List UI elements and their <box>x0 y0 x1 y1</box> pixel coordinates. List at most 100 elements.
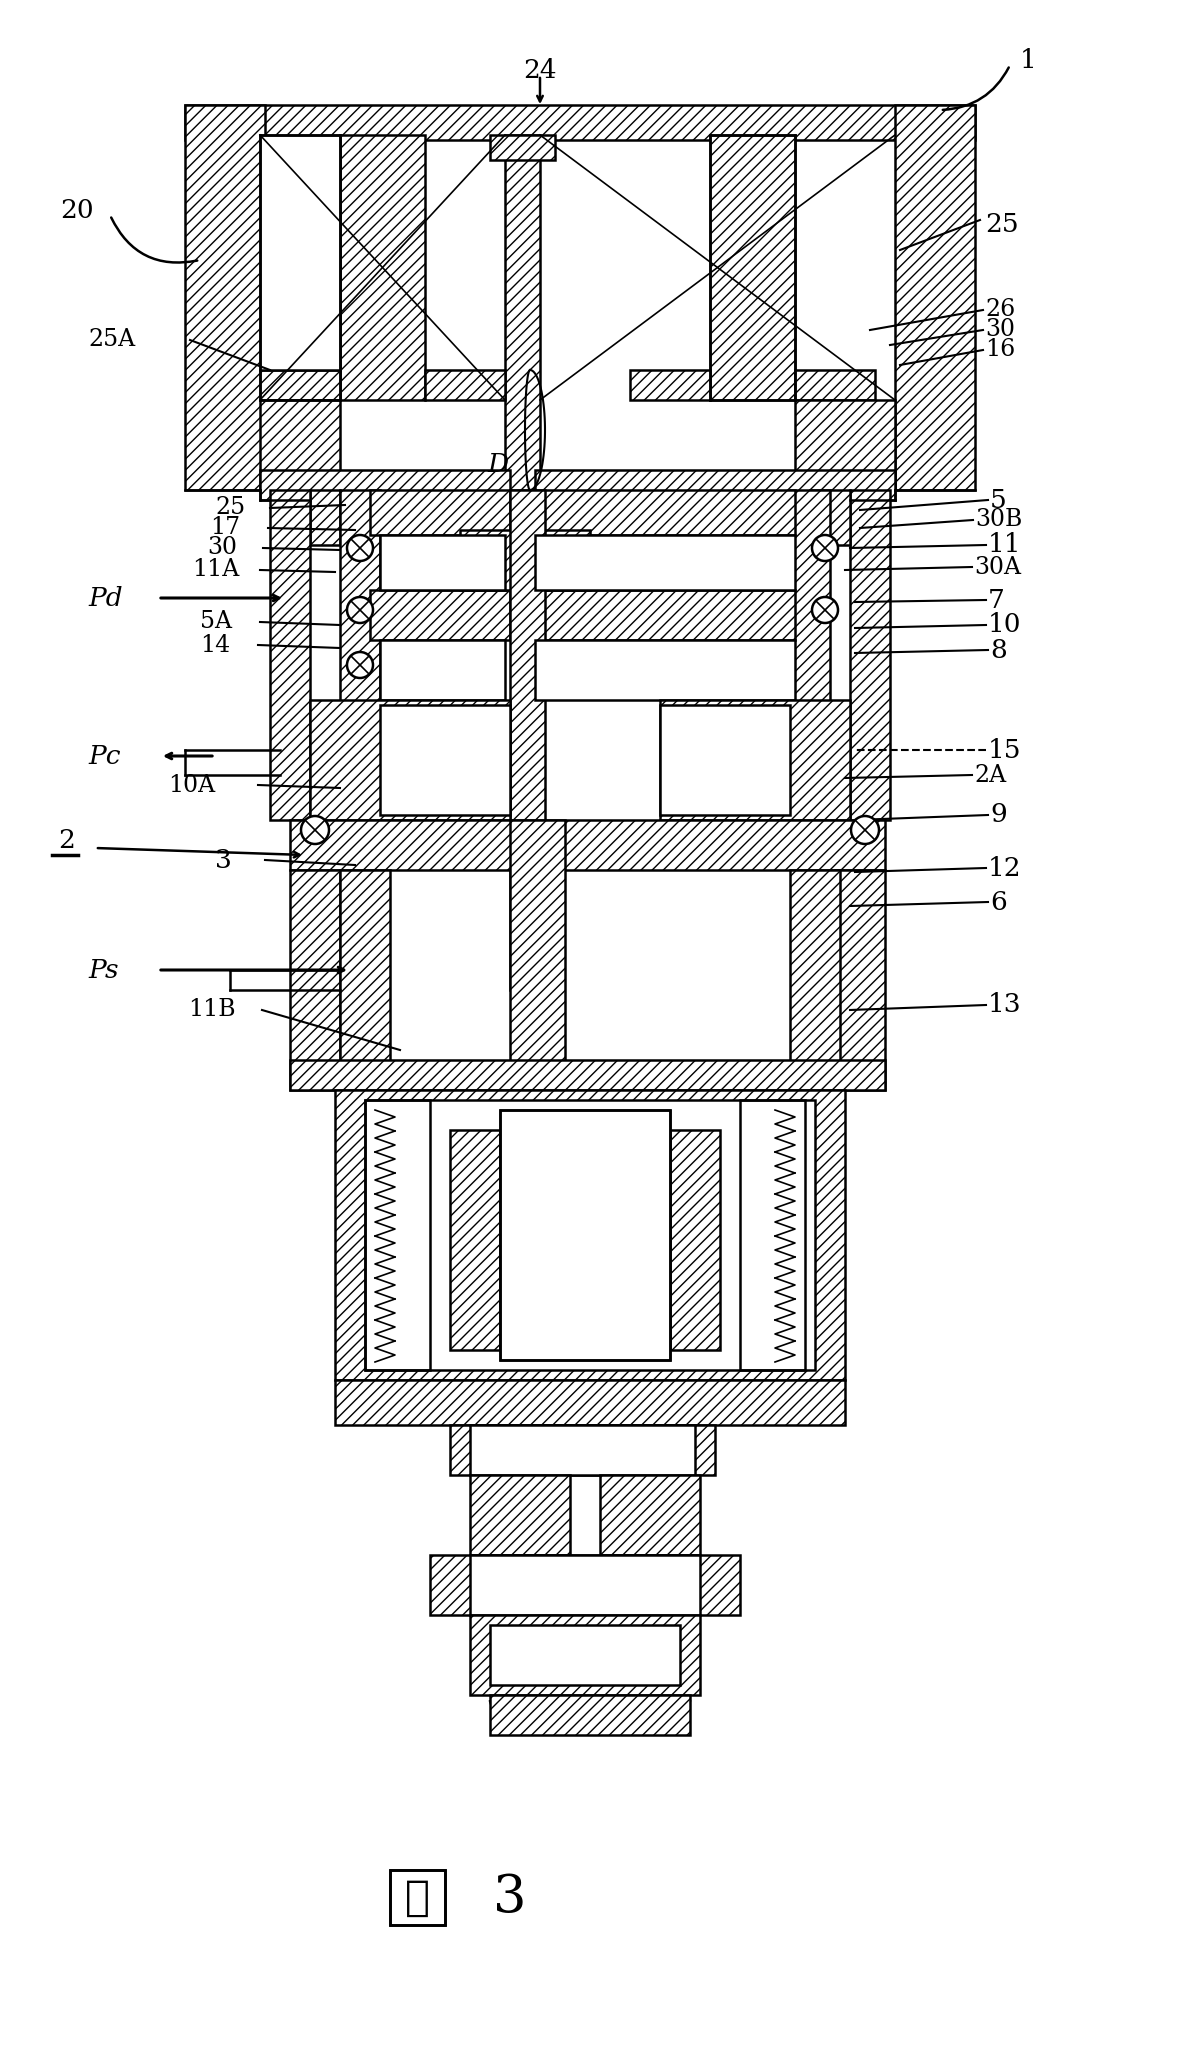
Text: 30B: 30B <box>975 508 1022 533</box>
Circle shape <box>348 596 374 623</box>
Bar <box>491 1694 690 1735</box>
Text: 30: 30 <box>207 537 238 559</box>
Text: 2: 2 <box>58 827 74 853</box>
Text: 14: 14 <box>200 633 230 656</box>
Text: 7: 7 <box>988 588 1005 613</box>
Circle shape <box>812 596 838 623</box>
Text: 3: 3 <box>493 1873 527 1922</box>
Bar <box>186 105 265 489</box>
Text: 24: 24 <box>524 58 557 82</box>
Bar <box>795 370 875 401</box>
Text: 10: 10 <box>988 613 1021 637</box>
Text: 13: 13 <box>988 993 1021 1018</box>
Text: 6: 6 <box>991 890 1007 915</box>
Bar <box>850 489 890 820</box>
Bar <box>290 870 340 1090</box>
Bar <box>365 1100 816 1369</box>
Bar <box>535 639 795 699</box>
Bar <box>310 489 340 545</box>
Bar <box>535 590 795 639</box>
Text: 25: 25 <box>985 212 1019 238</box>
Bar <box>470 1616 700 1694</box>
Bar <box>370 489 509 535</box>
Text: 図: 図 <box>405 1877 430 1918</box>
Bar <box>260 370 340 401</box>
Bar <box>186 105 975 140</box>
Bar <box>535 471 895 500</box>
Text: 11A: 11A <box>191 559 239 582</box>
Bar <box>660 699 850 820</box>
Text: Pd: Pd <box>87 586 123 611</box>
Text: 11B: 11B <box>188 999 235 1022</box>
Bar <box>740 1100 805 1369</box>
Bar <box>491 136 556 160</box>
Bar <box>670 1131 720 1351</box>
Bar <box>470 1474 570 1554</box>
Bar <box>810 489 850 545</box>
Text: 17: 17 <box>210 516 240 539</box>
Text: 20: 20 <box>60 197 93 222</box>
Circle shape <box>348 535 374 561</box>
Bar <box>379 705 509 814</box>
Bar <box>895 105 975 489</box>
Bar <box>509 820 565 1090</box>
Bar <box>535 489 795 535</box>
Text: 10A: 10A <box>168 773 215 796</box>
Bar <box>630 370 710 401</box>
Text: 3: 3 <box>215 847 232 872</box>
Bar <box>426 370 505 401</box>
Bar <box>430 1554 740 1616</box>
Text: 30: 30 <box>985 319 1015 341</box>
Bar <box>500 1110 670 1359</box>
Text: 5: 5 <box>991 487 1007 512</box>
Bar <box>535 535 795 590</box>
Bar <box>600 1474 700 1554</box>
Text: 5A: 5A <box>200 611 232 633</box>
Text: 2A: 2A <box>974 763 1006 787</box>
Bar <box>660 705 790 814</box>
Bar <box>710 136 795 401</box>
Bar <box>335 1090 845 1380</box>
Circle shape <box>851 816 879 845</box>
Bar <box>390 1871 444 1924</box>
Bar <box>370 590 509 639</box>
Circle shape <box>812 535 838 561</box>
Bar <box>260 471 509 500</box>
Text: 16: 16 <box>985 339 1015 362</box>
Text: 30A: 30A <box>974 555 1021 578</box>
Bar <box>834 870 885 1090</box>
Bar <box>500 1110 670 1359</box>
Text: 25A: 25A <box>87 329 135 352</box>
Text: 12: 12 <box>988 855 1021 880</box>
Bar <box>340 136 426 401</box>
Bar <box>290 1061 885 1090</box>
Bar <box>795 401 895 489</box>
Bar <box>335 1380 845 1425</box>
Text: 26: 26 <box>985 298 1015 321</box>
Text: D: D <box>487 452 508 477</box>
Text: 11: 11 <box>988 533 1021 557</box>
Bar <box>450 1131 500 1351</box>
Bar <box>470 1554 700 1616</box>
Text: 25: 25 <box>215 495 245 520</box>
Bar <box>470 1425 695 1474</box>
Bar <box>390 1871 444 1924</box>
Bar <box>790 870 840 1090</box>
Text: 9: 9 <box>991 802 1007 827</box>
Bar <box>509 489 545 991</box>
Bar <box>340 489 379 820</box>
Bar <box>310 699 509 820</box>
Text: 1: 1 <box>1020 47 1037 72</box>
Bar <box>340 870 390 1090</box>
Text: 8: 8 <box>991 637 1007 662</box>
Bar <box>260 136 340 370</box>
Bar <box>260 401 340 489</box>
Circle shape <box>301 816 329 845</box>
Circle shape <box>348 652 374 678</box>
Text: Ps: Ps <box>87 958 118 983</box>
Bar <box>290 820 885 870</box>
Bar <box>365 1100 430 1369</box>
Bar <box>491 1624 680 1686</box>
Bar <box>790 489 830 820</box>
Text: 15: 15 <box>988 738 1021 763</box>
